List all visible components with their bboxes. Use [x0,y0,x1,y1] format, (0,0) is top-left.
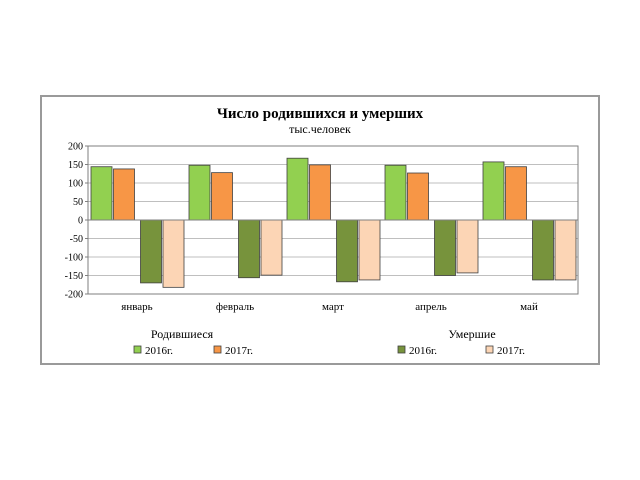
x-category-label: май [520,301,538,313]
bar-deaths-2017-1 [260,219,283,276]
x-category-label: январь [121,301,152,313]
bar-deaths-2016-2 [336,219,358,283]
bar-births-2016-4 [482,161,505,221]
bar-births-2016-1 [188,164,211,221]
legend-swatch [397,345,406,354]
chart-svg: Число родившихся и умерших тыс.человек 2… [65,106,579,357]
y-tick-label: 50 [73,197,83,208]
y-tick-label: 150 [68,160,83,171]
chart-subtitle: тыс.человек [289,122,351,136]
x-category-label: февраль [216,301,254,313]
bar-deaths-2017-4 [554,219,577,281]
y-tick-label: 0 [78,216,83,227]
x-category-label: апрель [415,301,447,313]
legend-entry-label: 2017г. [225,345,253,357]
bar-deaths-2017-0 [162,219,185,288]
bar-births-2017-3 [407,172,429,221]
bar-deaths-2017-2 [358,219,381,281]
bar-deaths-2017-3 [456,219,479,274]
bar-layer [90,157,577,288]
bar-births-2017-4 [505,166,527,221]
legend-heading: Родившиеся [151,327,214,341]
y-tick-label: 100 [68,179,83,190]
bar-deaths-2016-1 [238,219,260,279]
y-tick-label: -200 [65,290,83,301]
bar-deaths-2016-4 [532,219,554,281]
bar-births-2016-3 [384,164,407,221]
bar-births-2016-0 [90,166,113,221]
legend-entry-label: 2017г. [497,345,525,357]
y-tick-label: -50 [70,234,83,245]
legend-entry-label: 2016г. [409,345,437,357]
chart-frame: Число родившихся и умерших тыс.человек 2… [40,95,600,365]
bar-births-2017-1 [211,172,233,221]
y-tick-label: -100 [65,253,83,264]
y-tick-label: 200 [68,142,83,153]
y-tick-label: -150 [65,271,83,282]
bar-deaths-2016-0 [140,219,162,284]
x-category-label: март [322,301,344,313]
legend-swatch [133,345,142,354]
axis-layer: 200 150 100 50 0 -50 -100 -150 -200 январь февраль… [65,142,578,313]
legend-heading: Умершие [448,327,495,341]
legend-swatch [485,345,494,354]
bar-births-2017-2 [309,164,331,221]
legend-swatch [213,345,222,354]
bar-deaths-2016-3 [434,219,456,276]
bar-births-2017-0 [113,168,135,221]
legend-entry-label: 2016г. [145,345,173,357]
bar-births-2016-2 [286,157,309,221]
chart-title: Число родившихся и умерших [217,106,424,122]
